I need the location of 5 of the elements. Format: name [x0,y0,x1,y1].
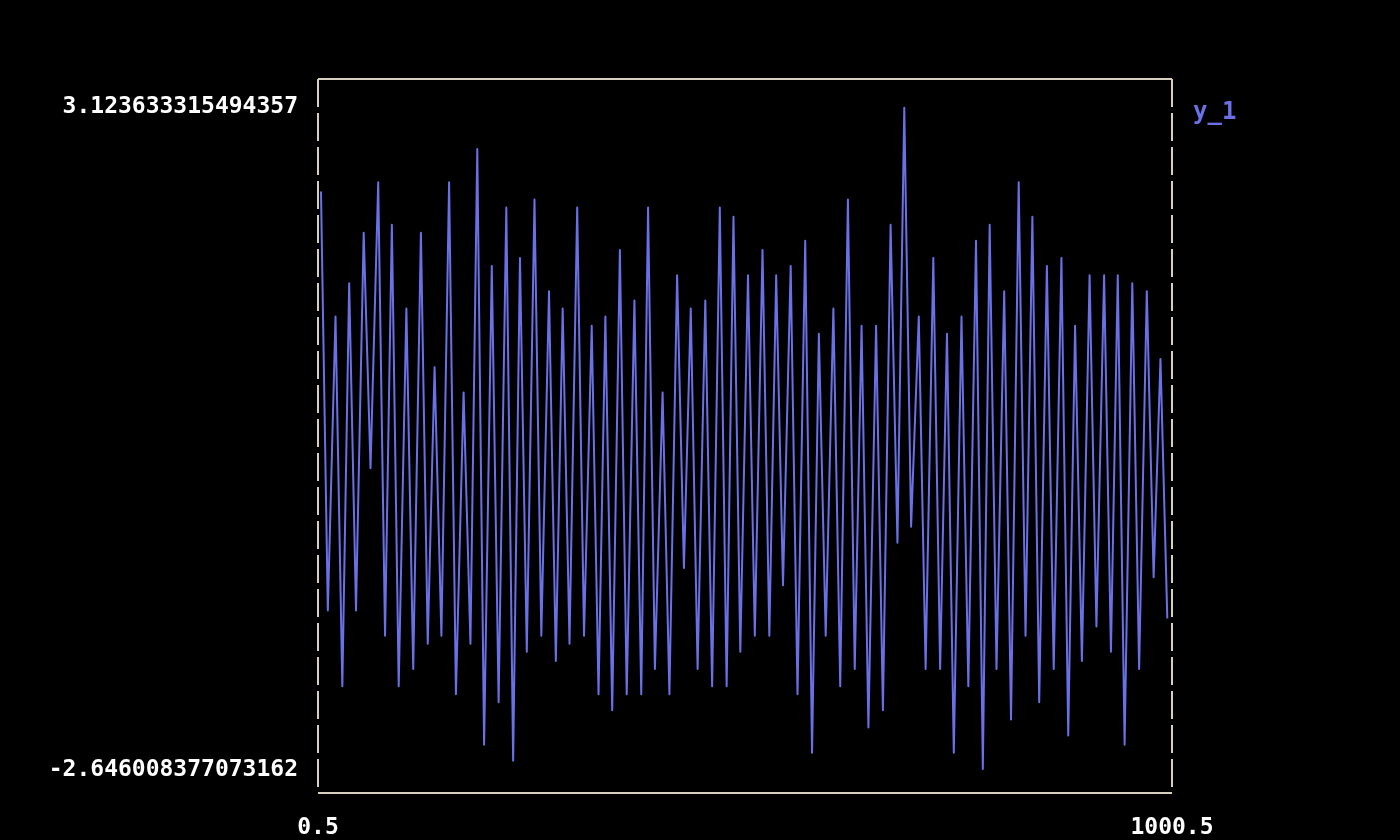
text: y_1 [1193,97,1237,126]
y-tick-label: -2.646008377073162 [48,754,298,781]
x-tick-label: 0.5 [297,812,339,839]
y-tick-label: 3.123633315494357 [62,92,298,119]
x-tick-label: 1000.5 [1130,812,1214,839]
